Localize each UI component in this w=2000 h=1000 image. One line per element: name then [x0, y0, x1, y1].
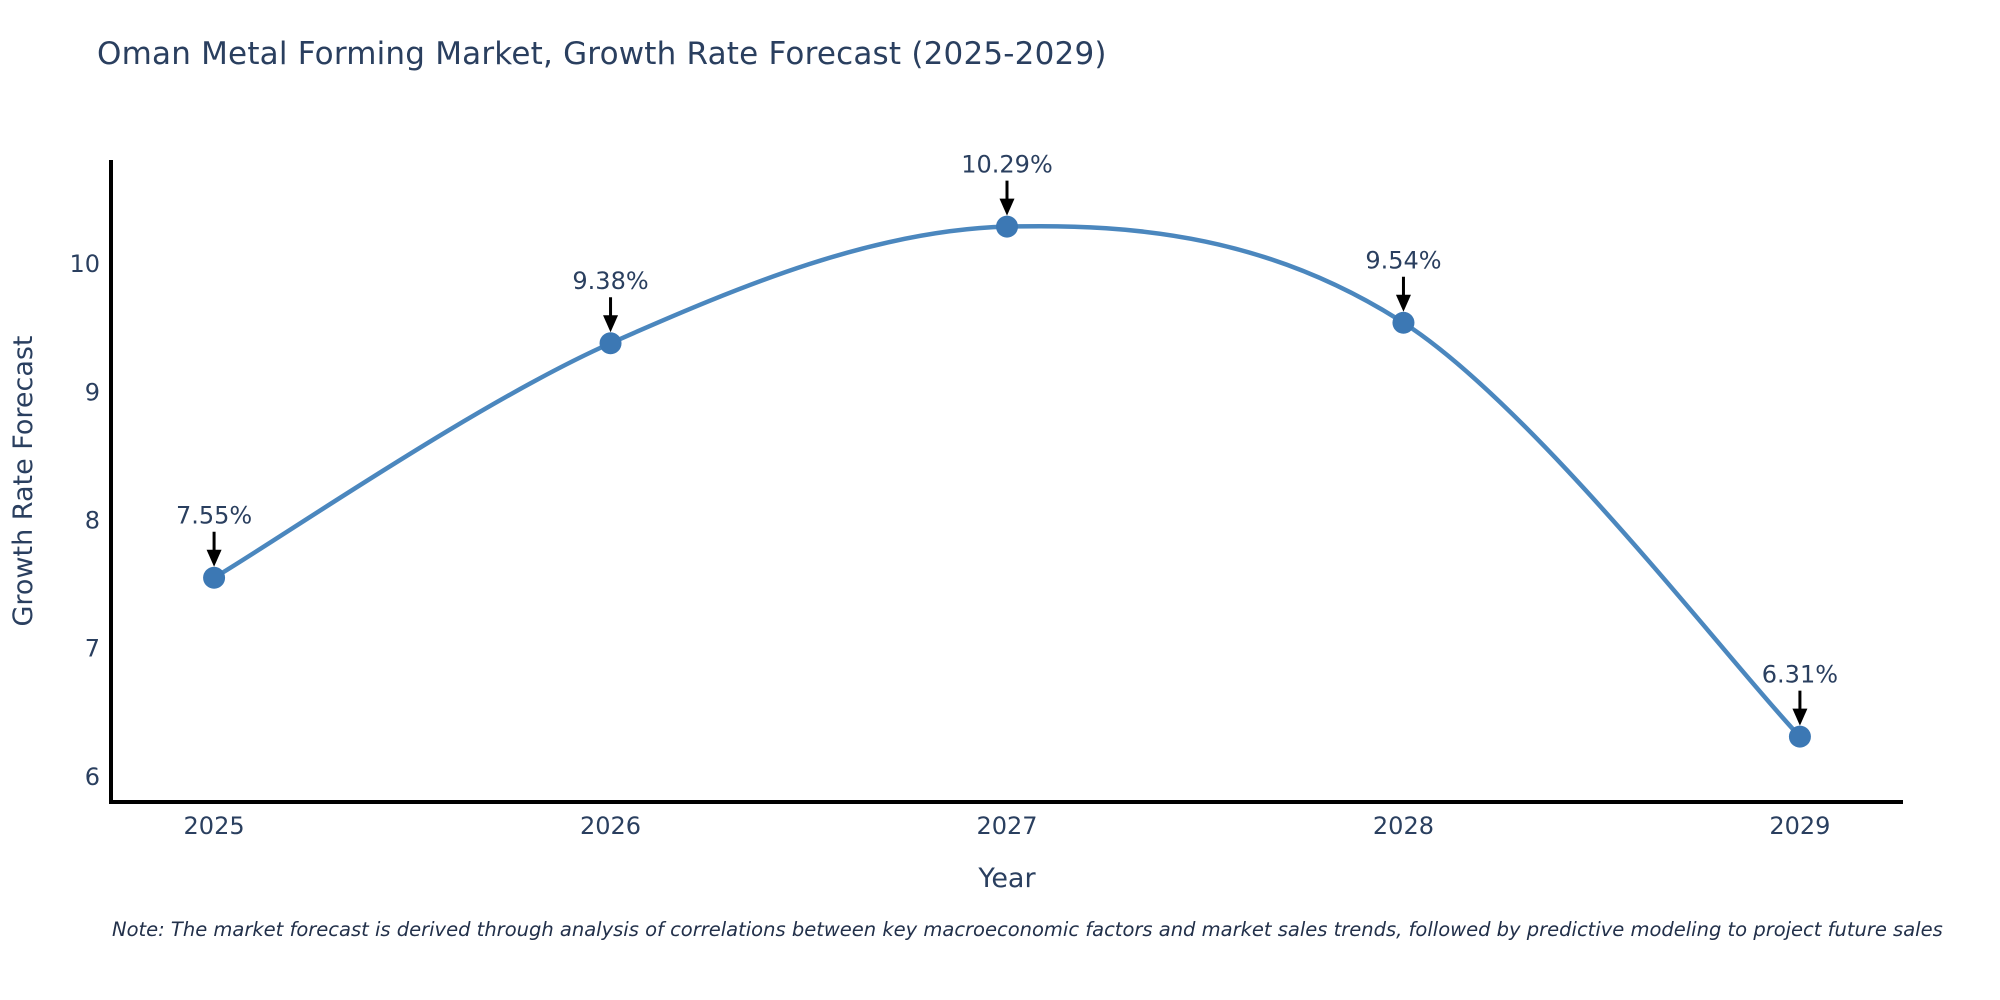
y-tick-label: 7 — [85, 635, 100, 663]
annotation-arrow-head — [206, 549, 222, 567]
y-tick-label: 9 — [85, 378, 100, 406]
x-tick-label: 2027 — [976, 812, 1037, 840]
data-point-marker — [599, 332, 622, 355]
y-axis-title: Growth Rate Forecast — [8, 335, 39, 626]
y-tick-label: 8 — [85, 506, 100, 534]
annotation-arrow-head — [603, 315, 619, 333]
y-tick-label: 6 — [85, 763, 100, 791]
footnote: Note: The market forecast is derived thr… — [112, 918, 1943, 941]
data-point-marker — [996, 215, 1018, 238]
x-tick-label: 2025 — [184, 812, 245, 840]
x-tick-label: 2028 — [1373, 812, 1434, 840]
data-point-label: 9.54% — [1365, 247, 1441, 275]
data-point-label: 9.38% — [572, 267, 648, 295]
data-point-marker — [1392, 311, 1415, 334]
annotation-arrow-head — [1792, 708, 1808, 726]
annotation-arrow-head — [999, 198, 1015, 216]
x-tick-label: 2029 — [1769, 812, 1830, 840]
data-point-label: 6.31% — [1762, 661, 1838, 689]
x-tick-label: 2026 — [580, 812, 641, 840]
data-point-label: 7.55% — [176, 502, 252, 530]
forecast-line — [211, 223, 1803, 739]
chart-title: Oman Metal Forming Market, Growth Rate F… — [97, 36, 1107, 72]
data-point-marker — [1788, 725, 1811, 748]
annotation-arrow-head — [1395, 294, 1411, 312]
data-point-marker — [203, 566, 226, 589]
y-tick-label: 10 — [69, 250, 100, 278]
data-point-label: 10.29% — [961, 151, 1053, 179]
x-axis-title: Year — [977, 863, 1036, 894]
